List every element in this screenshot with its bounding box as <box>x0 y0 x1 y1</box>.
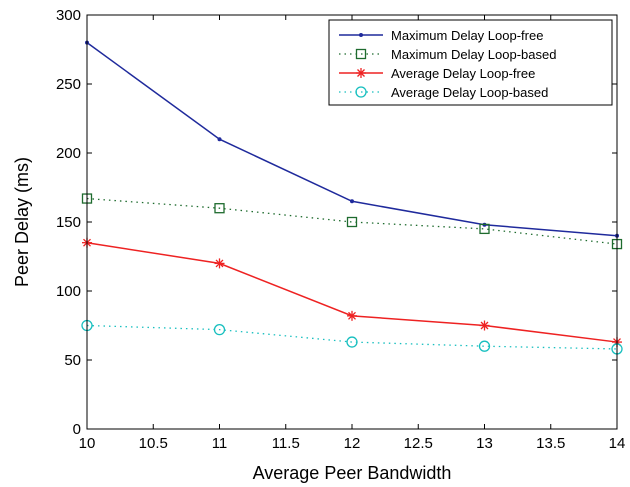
data-point-marker <box>217 137 222 142</box>
legend-label: Maximum Delay Loop-free <box>391 28 543 43</box>
series-line <box>86 197 618 245</box>
legend-label: Average Delay Loop-based <box>391 85 548 100</box>
data-point-marker <box>347 310 357 321</box>
x-tick-label: 14 <box>609 435 626 452</box>
x-tick-label: 13 <box>476 435 493 452</box>
data-point-marker <box>346 336 358 348</box>
data-point-marker <box>213 323 226 336</box>
legend-swatch-marker <box>355 86 367 98</box>
legend-label: Maximum Delay Loop-based <box>391 47 556 62</box>
data-point-marker <box>214 203 225 214</box>
y-tick-label: 250 <box>56 76 81 93</box>
legend-box <box>328 19 613 106</box>
legend-swatch-marker <box>356 68 366 78</box>
y-tick-label: 0 <box>73 421 81 438</box>
x-tick-label: 11.5 <box>272 435 300 452</box>
x-axis-title: Average Peer Bandwidth <box>253 463 452 483</box>
x-axis: 10 10.5 11 11.5 12 12.5 13 13.5 14 <box>79 15 626 452</box>
y-axis: 0 50 100 150 200 250 300 <box>56 7 617 438</box>
y-tick-label: 50 <box>64 352 81 369</box>
x-tick-label: 10.5 <box>139 435 168 452</box>
data-point-marker <box>214 258 225 269</box>
y-axis-title: Peer Delay (ms) <box>12 157 32 287</box>
legend-swatch-marker <box>355 48 367 60</box>
x-tick-label: 10 <box>79 435 96 452</box>
x-tick-label: 13.5 <box>536 435 565 452</box>
data-point-marker <box>479 320 490 331</box>
y-tick-label: 150 <box>56 214 81 231</box>
x-tick-label: 12 <box>344 435 361 452</box>
y-tick-label: 200 <box>56 145 81 162</box>
y-tick-label: 100 <box>56 283 81 300</box>
x-tick-label: 12.5 <box>404 435 433 452</box>
y-tick-label: 300 <box>56 7 81 24</box>
data-point-marker <box>479 223 490 235</box>
x-tick-label: 11 <box>212 435 228 452</box>
legend-label: Average Delay Loop-free <box>391 66 535 81</box>
legend: Maximum Delay Loop-free Maximum Delay Loo… <box>328 19 613 106</box>
series-line <box>86 324 618 350</box>
legend-swatch-marker <box>359 33 363 37</box>
data-point-marker <box>350 199 354 204</box>
data-point-marker <box>478 340 491 352</box>
data-point-marker <box>346 216 358 228</box>
